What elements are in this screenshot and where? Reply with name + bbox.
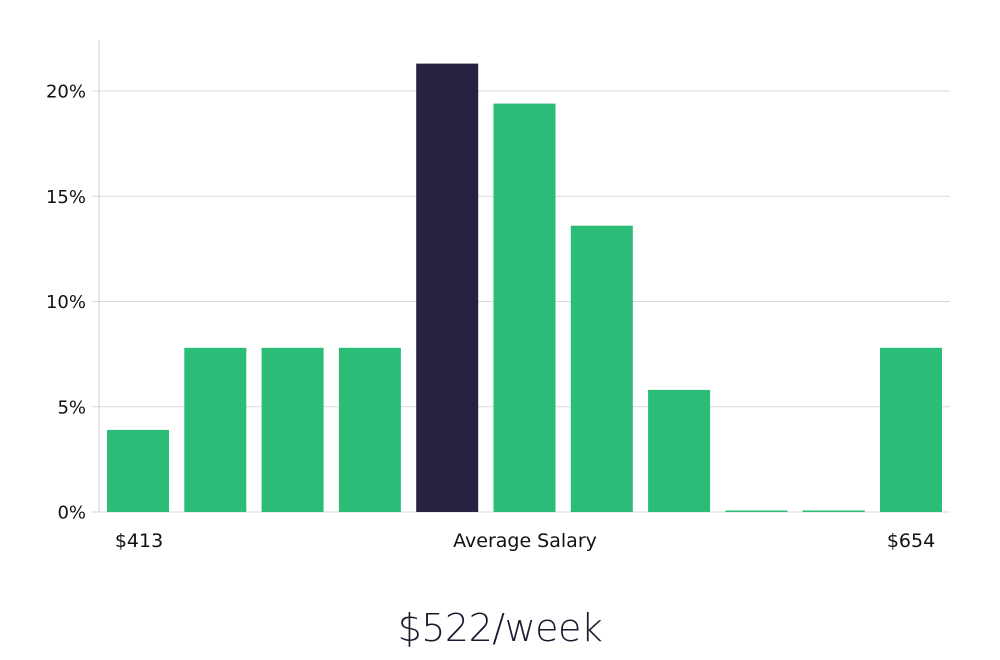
y-tick-label: 15% [46, 187, 86, 208]
bars [107, 63, 942, 512]
bar [184, 347, 247, 512]
average-salary-value: $522/week [397, 606, 603, 650]
bar [107, 429, 169, 512]
y-tick-label: 5% [57, 397, 86, 418]
bar [570, 225, 633, 512]
bar [802, 510, 865, 512]
x-label-center: Average Salary [453, 530, 597, 552]
x-label-max: $654 [887, 530, 935, 552]
y-axis-ticks: 0% 5% 10% 15% 20% [46, 82, 86, 524]
bar [880, 347, 942, 512]
bar [725, 510, 788, 512]
salary-distribution-chart: 0% 5% 10% 15% 20% $413 Average Salary $654 [46, 40, 950, 552]
bar [493, 103, 556, 512]
y-tick-label: 10% [46, 292, 86, 313]
x-label-min: $413 [115, 530, 163, 552]
bar [648, 389, 711, 512]
y-tick-label: 0% [57, 503, 86, 524]
bar [261, 347, 324, 512]
bar [338, 347, 401, 512]
bar-average-bin [416, 63, 479, 512]
y-tick-label: 20% [46, 82, 86, 103]
